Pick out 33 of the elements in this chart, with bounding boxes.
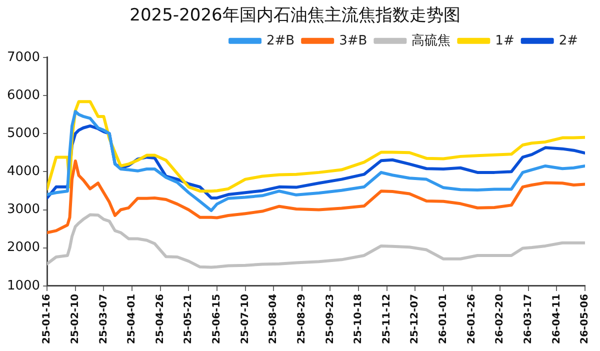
chart-title: 2025-2026年国内石油焦主流焦指数走势图: [130, 6, 460, 26]
y-tick-label: 1000: [6, 278, 40, 294]
x-tick-label: 25-11-12: [381, 294, 392, 344]
x-tick-label: 26-04-11: [551, 294, 562, 344]
x-tick-label: 26-01-26: [466, 294, 478, 344]
x-tick-label: 25-04-01: [126, 294, 138, 344]
y-tick-label: 2000: [6, 240, 40, 256]
x-tick-label: 26-02-20: [494, 294, 506, 344]
legend-label: 3#B: [339, 33, 368, 48]
legend-label: 2#B: [266, 33, 295, 48]
x-tick-label: 25-07-10: [240, 294, 251, 344]
y-tick-label: 5000: [6, 126, 40, 141]
x-tick-label: 25-05-21: [183, 294, 194, 344]
x-tick-label: 26-05-06: [580, 294, 591, 344]
x-tick-label: 25-12-07: [410, 294, 421, 344]
x-tick-label: 25-04-26: [154, 294, 166, 344]
x-tick-label: 26-03-17: [522, 294, 534, 344]
y-tick-label: 4000: [6, 164, 40, 180]
x-tick-label: 25-08-29: [296, 294, 308, 344]
x-tick-label: 25-01-16: [42, 294, 53, 344]
x-tick-label: 25-06-15: [212, 294, 223, 344]
legend-label: 高硫焦: [412, 32, 451, 48]
legend-label: 2#: [558, 33, 578, 48]
x-tick-label: 25-10-18: [353, 294, 364, 344]
x-tick-label: 25-09-23: [324, 294, 336, 344]
legend-label: 1#: [495, 33, 514, 48]
y-tick-label: 7000: [6, 50, 40, 65]
x-tick-label: 25-03-07: [98, 294, 110, 344]
x-tick-label: 25-02-10: [70, 294, 81, 344]
y-tick-label: 3000: [6, 202, 40, 218]
y-tick-label: 6000: [6, 88, 40, 103]
x-tick-label: 26-01-01: [438, 294, 450, 344]
x-tick-label: 25-08-04: [268, 294, 280, 344]
